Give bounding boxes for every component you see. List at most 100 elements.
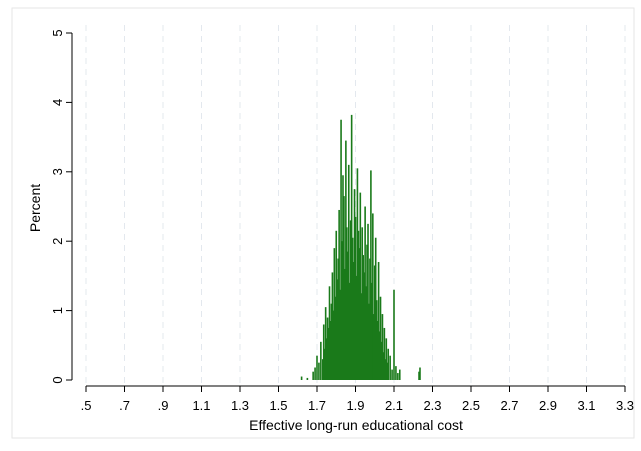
histogram-bar <box>324 307 327 380</box>
histogram-bar <box>314 367 316 380</box>
x-tick-label: 2.5 <box>462 398 480 413</box>
histogram-bar <box>342 175 344 380</box>
histogram-bar <box>347 164 350 380</box>
x-tick-label: 2.3 <box>423 398 441 413</box>
y-tick-label: 3 <box>50 168 65 175</box>
y-tick-label: 0 <box>50 376 65 383</box>
histogram-bar <box>419 367 421 380</box>
histogram-bar <box>332 310 335 380</box>
histogram-bar <box>318 362 320 380</box>
histogram-bar <box>337 258 339 380</box>
histogram-bar <box>377 262 380 380</box>
histogram-bar <box>374 237 377 380</box>
histogram-bar <box>395 366 397 380</box>
histogram-bar <box>361 227 364 380</box>
histogram-bar <box>351 237 354 380</box>
x-tick-label: 1.3 <box>231 398 249 413</box>
histogram-bar <box>333 248 336 380</box>
histogram-bar <box>376 321 379 380</box>
histogram-bar <box>338 209 340 380</box>
y-tick-label: 5 <box>50 29 65 36</box>
histogram-bar <box>386 362 389 380</box>
histogram-bar <box>316 355 318 380</box>
histogram-bar <box>384 359 387 380</box>
histogram-bar <box>341 241 343 380</box>
histogram-bar <box>354 216 357 380</box>
histogram-bar <box>331 272 334 380</box>
histogram-bar <box>359 192 362 380</box>
y-tick-label: 2 <box>50 238 65 245</box>
grid-layer <box>85 25 626 384</box>
x-tick-label: 1.5 <box>269 398 287 413</box>
histogram-bar <box>321 359 324 380</box>
histogram-bar <box>371 282 373 380</box>
histogram-bar <box>357 230 360 380</box>
x-tick-label: .7 <box>119 398 130 413</box>
histogram-bar <box>320 341 322 380</box>
histogram-bar <box>300 376 303 380</box>
histogram-bar <box>335 230 338 380</box>
histogram-bar <box>375 300 378 380</box>
histogram-bar <box>391 369 393 380</box>
x-tick-label: .9 <box>158 398 169 413</box>
histogram-bar <box>363 272 365 380</box>
histogram-bar <box>372 314 375 380</box>
histogram-bar <box>368 303 370 380</box>
histogram-bar <box>323 348 326 380</box>
y-tick-label: 1 <box>50 307 65 314</box>
histogram-bar <box>370 170 372 380</box>
histogram-bar <box>382 352 385 380</box>
histogram-bar <box>387 348 390 380</box>
histogram-bar <box>379 296 382 380</box>
histogram-bar <box>330 303 333 380</box>
histogram-bar <box>356 168 359 380</box>
histogram-bar <box>336 279 339 380</box>
histogram-bar <box>383 327 386 380</box>
x-axis-label: Effective long-run educational cost <box>249 417 463 433</box>
histogram-bar <box>346 227 348 380</box>
histogram-bar <box>339 289 341 380</box>
histogram-bar <box>322 324 325 380</box>
histogram-bar <box>393 289 395 380</box>
histogram-bar <box>326 317 329 380</box>
histogram-bar <box>381 314 384 380</box>
histogram-bar <box>378 331 381 380</box>
histogram-bar <box>340 119 342 380</box>
x-tick-label: 1.1 <box>192 398 210 413</box>
histogram-bar <box>328 286 331 380</box>
x-tick-label: 2.1 <box>385 398 403 413</box>
y-tick-label: 4 <box>50 99 65 106</box>
histogram-bar <box>329 321 332 380</box>
axes-layer: 0 1 2 3 4 5 .5 .7 .9 1.1 1.3 1.5 1.7 1.9 2.1 2.3 2.5 2.7 2… <box>50 29 634 413</box>
histogram-bar <box>349 220 352 380</box>
histogram-bar <box>355 275 358 380</box>
y-axis-label: Percent <box>27 184 43 232</box>
histogram-bar <box>358 248 361 380</box>
x-tick-label: .5 <box>81 398 92 413</box>
histogram-bar <box>334 296 337 380</box>
histogram-bar <box>352 262 355 380</box>
x-tick-label: 1.7 <box>308 398 326 413</box>
histogram-bar <box>369 258 371 380</box>
histogram-bar <box>366 244 368 380</box>
histogram-bar <box>306 377 309 380</box>
histogram-bar <box>385 338 388 380</box>
histogram-bar <box>343 196 345 380</box>
x-tick-label: 3.3 <box>616 398 634 413</box>
histogram-bar <box>345 140 347 380</box>
histogram-bar <box>362 255 364 380</box>
histogram-bar <box>325 338 328 380</box>
histogram-bar <box>418 371 420 380</box>
histogram-bar <box>364 206 366 380</box>
histogram-bar <box>344 268 346 380</box>
histogram-bar <box>367 223 369 380</box>
histogram-bar <box>373 265 376 380</box>
x-tick-label: 2.9 <box>539 398 557 413</box>
histogram-bar <box>327 327 330 380</box>
histogram-bar <box>398 369 401 380</box>
x-tick-label: 3.1 <box>577 398 595 413</box>
histogram-bar <box>312 371 314 380</box>
histogram-bar <box>360 293 363 380</box>
histogram-bar <box>347 251 349 380</box>
